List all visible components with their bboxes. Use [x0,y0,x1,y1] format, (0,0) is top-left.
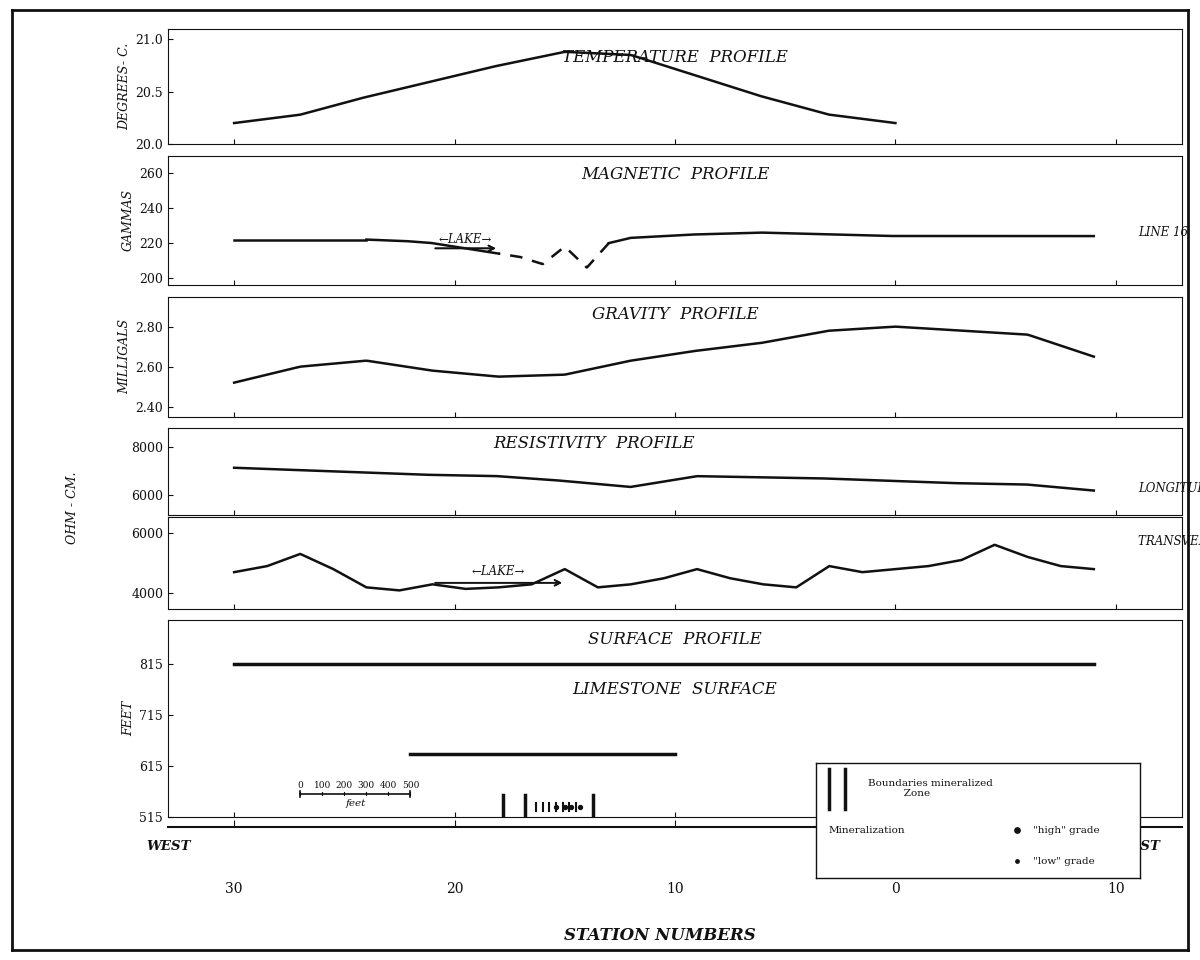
Text: ←LAKE→: ←LAKE→ [472,565,526,578]
Y-axis label: GAMMAS: GAMMAS [122,189,136,252]
Text: SURFACE  PROFILE: SURFACE PROFILE [588,632,762,648]
Point [556,799,575,814]
Text: 400: 400 [380,780,397,790]
Text: 100: 100 [313,780,331,790]
Text: OHM - CM.: OHM - CM. [66,471,78,544]
Text: LONGITUDINAL (350'): LONGITUDINAL (350') [1138,482,1200,494]
Point [1007,823,1026,838]
Text: TRANSVERSE (200'): TRANSVERSE (200') [1138,536,1200,548]
Text: STATION NUMBERS: STATION NUMBERS [564,927,756,945]
Text: LINE 16: LINE 16 [1138,226,1188,239]
Text: EAST: EAST [1120,839,1160,852]
Text: Mineralization: Mineralization [829,826,906,834]
Text: 0: 0 [298,780,304,790]
Text: 500: 500 [402,780,419,790]
Point [562,799,581,814]
Y-axis label: MILLIGALS: MILLIGALS [119,319,131,395]
Text: "high" grade: "high" grade [1033,826,1099,834]
Text: WEST: WEST [146,839,191,852]
Text: LIMESTONE  SURFACE: LIMESTONE SURFACE [572,681,778,698]
Text: Boundaries mineralized
           Zone: Boundaries mineralized Zone [868,779,992,799]
Point [1007,853,1026,869]
Text: ←LAKE→: ←LAKE→ [439,232,492,246]
Point [546,799,565,814]
Text: MAGNETIC  PROFILE: MAGNETIC PROFILE [581,166,769,183]
Text: TEMPERATURE  PROFILE: TEMPERATURE PROFILE [562,49,788,66]
Y-axis label: FEET: FEET [122,701,136,736]
Text: 200: 200 [336,780,353,790]
Text: RESISTIVITY  PROFILE: RESISTIVITY PROFILE [493,435,695,452]
Text: 300: 300 [358,780,374,790]
Text: "low" grade: "low" grade [1033,856,1094,866]
Text: GRAVITY  PROFILE: GRAVITY PROFILE [592,306,758,324]
Y-axis label: DEGREES- C.: DEGREES- C. [119,43,131,130]
Text: feet: feet [346,799,366,808]
Point [571,799,590,814]
